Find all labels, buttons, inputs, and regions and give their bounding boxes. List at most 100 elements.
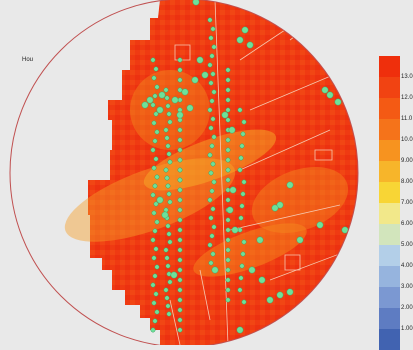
tree-point bbox=[240, 131, 246, 137]
tree-point bbox=[177, 127, 183, 133]
tree-point bbox=[286, 181, 294, 189]
legend-label: 3.00 bbox=[401, 284, 413, 290]
tree-point bbox=[225, 197, 231, 203]
tree-point bbox=[151, 210, 157, 216]
tree-point bbox=[225, 177, 231, 183]
tree-point bbox=[154, 129, 160, 135]
tree-point bbox=[239, 263, 245, 269]
tree-point bbox=[266, 296, 274, 304]
tree-point bbox=[164, 135, 170, 141]
tree-point bbox=[150, 102, 156, 108]
tree-point bbox=[225, 227, 231, 233]
tree-point bbox=[166, 111, 172, 117]
tree-point bbox=[241, 299, 247, 305]
tree-point bbox=[246, 41, 254, 49]
tree-point bbox=[165, 143, 171, 149]
tree-point bbox=[236, 326, 244, 334]
tree-point bbox=[152, 183, 158, 189]
color-legend: 13.0 12.0 11.0 10.0 9.00 8.00 7.00 6.00 5.00 4.00… bbox=[379, 56, 413, 350]
tree-point bbox=[225, 267, 231, 273]
tree-point bbox=[177, 287, 183, 293]
tree-point bbox=[209, 188, 215, 194]
tree-point bbox=[154, 84, 160, 90]
tree-point bbox=[225, 67, 231, 73]
legend-label: 5.00 bbox=[401, 242, 413, 248]
tree-point bbox=[167, 159, 173, 165]
tree-point bbox=[153, 201, 159, 207]
legend-label: 12.0 bbox=[401, 95, 413, 101]
tree-point bbox=[225, 137, 231, 143]
tree-point bbox=[271, 204, 279, 212]
tree-point bbox=[164, 95, 170, 101]
tree-point bbox=[152, 93, 158, 99]
tree-point bbox=[164, 295, 170, 301]
tree-point bbox=[225, 77, 231, 83]
tree-point bbox=[151, 165, 157, 171]
tree-point bbox=[241, 239, 247, 245]
tree-point bbox=[208, 260, 214, 266]
tree-point bbox=[177, 107, 183, 113]
tree-point bbox=[207, 197, 213, 203]
tree-point bbox=[210, 116, 216, 122]
tree-point bbox=[153, 291, 159, 297]
tree-point bbox=[225, 157, 231, 163]
tree-point bbox=[177, 307, 183, 313]
tree-point bbox=[238, 275, 244, 281]
tree-point bbox=[177, 237, 183, 243]
tree-point bbox=[154, 264, 160, 270]
legend-swatch bbox=[379, 329, 400, 350]
tree-point bbox=[239, 143, 245, 149]
tree-point bbox=[151, 120, 157, 126]
tree-point bbox=[286, 288, 294, 296]
tree-point bbox=[167, 199, 173, 205]
tree-point bbox=[165, 263, 171, 269]
tree-point bbox=[221, 111, 229, 119]
tree-point bbox=[211, 266, 219, 274]
tree-point bbox=[208, 35, 214, 41]
tree-point bbox=[316, 221, 324, 229]
tree-point bbox=[177, 207, 183, 213]
tree-point bbox=[153, 111, 159, 117]
tree-point bbox=[207, 107, 213, 113]
tree-point bbox=[156, 196, 164, 204]
tree-point bbox=[201, 71, 209, 79]
tree-point bbox=[209, 143, 215, 149]
tree-point bbox=[241, 26, 249, 34]
tree-point bbox=[207, 62, 213, 68]
legend-label: 4.00 bbox=[401, 263, 413, 269]
tree-point bbox=[225, 277, 231, 283]
tree-point bbox=[154, 174, 160, 180]
tree-point bbox=[186, 104, 194, 112]
tree-point bbox=[165, 103, 171, 109]
tree-point bbox=[177, 257, 183, 263]
tree-point bbox=[334, 98, 342, 106]
tree-point bbox=[211, 224, 217, 230]
tree-point bbox=[225, 217, 231, 223]
tree-point bbox=[208, 215, 214, 221]
tree-point bbox=[167, 119, 173, 125]
tree-point bbox=[237, 287, 243, 293]
tree-point bbox=[231, 226, 239, 234]
tree-point bbox=[210, 206, 216, 212]
tree-point bbox=[166, 191, 172, 197]
tree-point bbox=[210, 26, 216, 32]
tree-point bbox=[177, 77, 183, 83]
legend-swatch bbox=[379, 140, 400, 161]
tree-point bbox=[177, 197, 183, 203]
tree-point bbox=[177, 317, 183, 323]
tree-point bbox=[141, 101, 149, 109]
tree-point bbox=[256, 236, 264, 244]
tree-point bbox=[209, 53, 215, 59]
tree-point bbox=[296, 236, 304, 244]
tree-point bbox=[225, 247, 231, 253]
tree-point bbox=[229, 186, 237, 194]
tree-point bbox=[207, 17, 213, 23]
tree-point bbox=[177, 67, 183, 73]
tree-point bbox=[181, 88, 189, 96]
tree-point bbox=[210, 71, 216, 77]
tree-point bbox=[211, 44, 217, 50]
tree-point bbox=[156, 106, 164, 114]
tree-point bbox=[177, 277, 183, 283]
tree-point bbox=[166, 231, 172, 237]
tree-point bbox=[177, 87, 183, 93]
